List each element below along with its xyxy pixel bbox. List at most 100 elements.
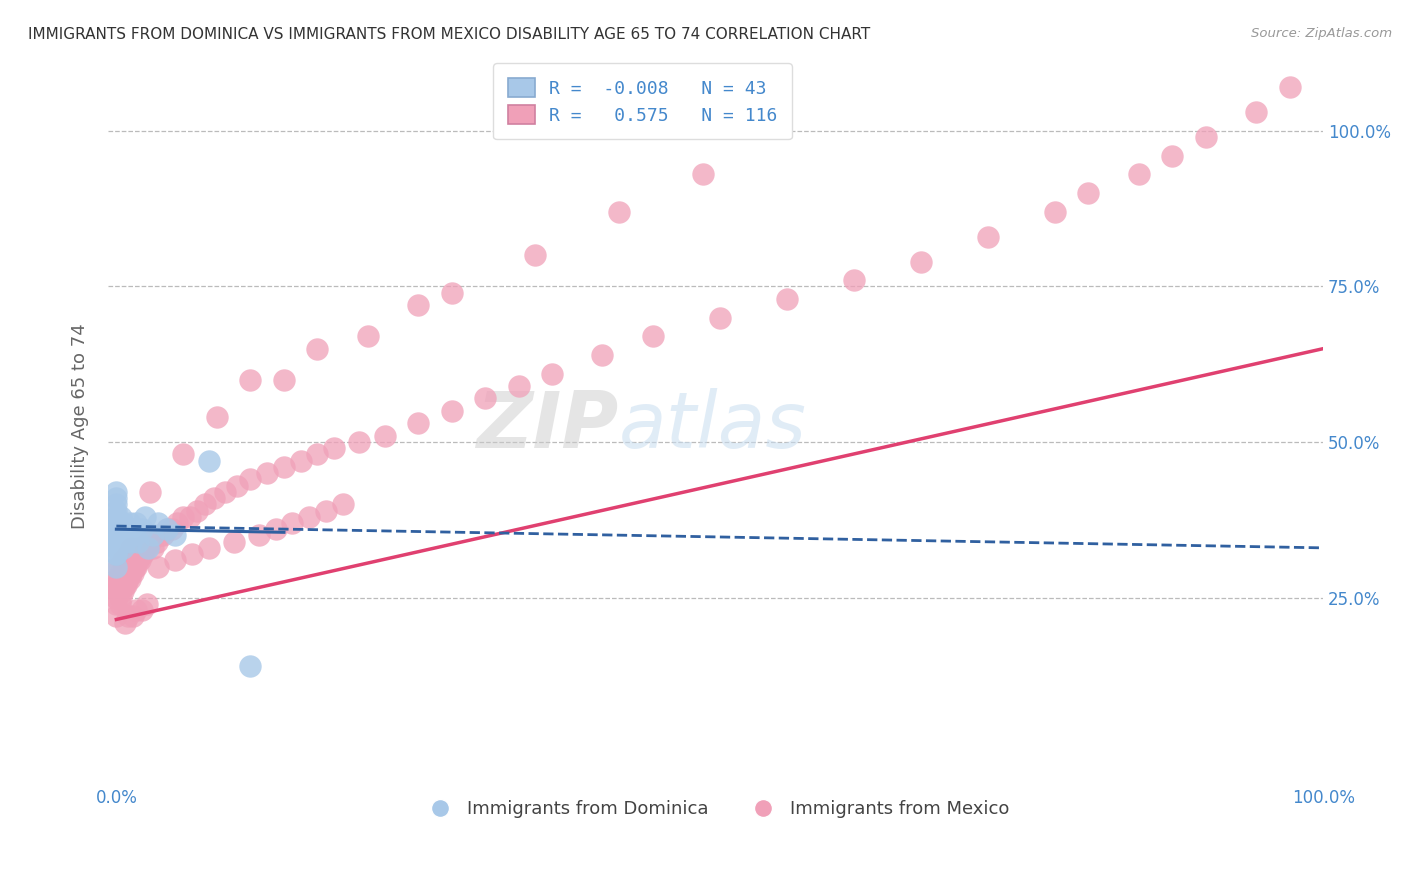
Point (197, 541, 219, 555)
Point (105, 559, 128, 574)
Point (105, 609, 128, 624)
Point (112, 541, 135, 555)
Point (105, 503, 128, 517)
Point (105, 497, 128, 511)
Point (134, 541, 156, 555)
Point (406, 298, 429, 312)
Point (127, 541, 149, 555)
Point (136, 541, 159, 555)
Point (118, 516, 141, 530)
Point (323, 442, 346, 456)
Point (148, 516, 170, 530)
Point (135, 541, 157, 555)
Point (591, 348, 613, 362)
Point (709, 310, 731, 325)
Point (125, 559, 148, 574)
Point (357, 329, 380, 343)
Point (239, 472, 262, 486)
Point (226, 478, 249, 492)
Point (114, 566, 136, 580)
Point (166, 516, 188, 530)
Point (247, 528, 270, 542)
Point (142, 541, 165, 555)
Point (524, 248, 547, 262)
Point (115, 553, 138, 567)
Text: Source: ZipAtlas.com: Source: ZipAtlas.com (1251, 27, 1392, 40)
Point (374, 429, 396, 443)
Point (214, 484, 236, 499)
Point (108, 597, 131, 611)
Point (105, 528, 128, 542)
Point (264, 522, 287, 536)
Point (172, 448, 194, 462)
Point (105, 522, 128, 536)
Point (105, 597, 128, 611)
Point (117, 572, 139, 586)
Point (114, 553, 136, 567)
Point (281, 516, 304, 530)
Point (122, 553, 145, 567)
Point (112, 516, 135, 530)
Point (110, 528, 132, 542)
Point (105, 547, 128, 561)
Point (105, 528, 128, 542)
Point (108, 584, 131, 599)
Point (105, 491, 128, 505)
Point (202, 491, 225, 505)
Point (222, 534, 245, 549)
Point (122, 609, 145, 624)
Point (186, 503, 208, 517)
Point (117, 528, 139, 542)
Point (105, 534, 128, 549)
Point (508, 379, 530, 393)
Point (136, 534, 159, 549)
Point (298, 509, 321, 524)
Point (117, 609, 139, 624)
Point (156, 522, 179, 536)
Point (118, 547, 141, 561)
Point (114, 615, 136, 630)
Point (105, 484, 128, 499)
Point (1077, 186, 1099, 200)
Point (160, 522, 183, 536)
Point (115, 566, 138, 580)
Text: IMMIGRANTS FROM DOMINICA VS IMMIGRANTS FROM MEXICO DISABILITY AGE 65 TO 74 CORRE: IMMIGRANTS FROM DOMINICA VS IMMIGRANTS F… (28, 27, 870, 42)
Point (122, 566, 145, 580)
Point (125, 603, 148, 617)
Point (112, 584, 135, 599)
Point (1278, 80, 1301, 95)
Point (122, 522, 145, 536)
Point (110, 591, 132, 605)
Point (172, 509, 194, 524)
Point (180, 547, 202, 561)
Point (307, 448, 329, 462)
Point (349, 435, 371, 450)
Point (105, 547, 128, 561)
Point (120, 541, 142, 555)
Point (692, 167, 714, 181)
Point (105, 522, 128, 536)
Point (105, 516, 128, 530)
Point (290, 453, 312, 467)
Point (607, 204, 630, 219)
Point (120, 534, 142, 549)
Point (139, 534, 162, 549)
Point (134, 509, 156, 524)
Point (105, 591, 128, 605)
Point (115, 578, 138, 592)
Point (440, 404, 463, 418)
Point (139, 484, 162, 499)
Point (152, 528, 174, 542)
Point (197, 453, 219, 467)
Point (163, 528, 186, 542)
Point (107, 572, 129, 586)
Point (132, 547, 155, 561)
Text: atlas: atlas (619, 389, 806, 465)
Point (256, 466, 278, 480)
Point (108, 572, 131, 586)
Point (107, 559, 129, 574)
Point (135, 597, 157, 611)
Point (1195, 130, 1218, 145)
Point (105, 578, 128, 592)
Point (179, 509, 201, 524)
